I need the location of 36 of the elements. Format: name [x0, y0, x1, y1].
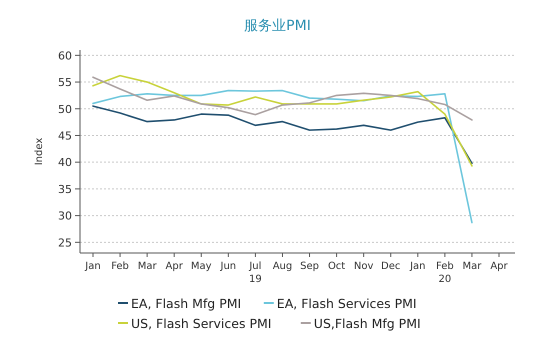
x-tick-label: Sep — [300, 261, 319, 272]
x-tick-label: Mar — [138, 261, 158, 272]
y-axis-title: Index — [34, 138, 45, 166]
y-tick-label: 25 — [58, 236, 72, 250]
x-tick-label: Jan — [409, 261, 426, 272]
x-tick-label: Feb — [111, 261, 129, 272]
y-tick-label: 45 — [58, 129, 72, 142]
x-tick-label: Jun — [220, 261, 236, 272]
legend-label: EA, Flash Mfg PMI — [131, 296, 242, 311]
text: 20 — [438, 274, 452, 285]
line-series — [92, 90, 473, 224]
x-tick-label: Jan — [84, 261, 101, 272]
line-series — [92, 76, 473, 121]
x-tick-label: Mar — [462, 261, 482, 272]
legend-label: EA, Flash Services PMI — [276, 296, 417, 311]
x-tick-label: May — [190, 261, 212, 272]
y-tick-label: 35 — [58, 182, 72, 196]
x-tick-label: Apr — [166, 261, 184, 272]
legend-label: US, Flash Services PMI — [131, 316, 272, 331]
line-series — [92, 74, 473, 167]
chart-title: 服务业PMI — [244, 18, 311, 34]
x-tick-label: Oct — [328, 261, 346, 272]
y-tick-label: 55 — [58, 76, 72, 90]
x-tick-label: Feb — [436, 261, 454, 272]
text: 19 — [249, 274, 262, 285]
x-tick-label: Apr — [490, 261, 509, 272]
legend-label: US,Flash Mfg PMI — [314, 316, 421, 331]
x-tick-label: Nov — [354, 261, 374, 272]
x-tick-label: Jul — [248, 261, 262, 272]
y-tick-label: 30 — [58, 210, 72, 223]
y-tick-label: 50 — [58, 102, 72, 116]
y-tick-label: 40 — [58, 156, 72, 170]
y-tick-label: 60 — [58, 49, 72, 62]
x-tick-label: Dec — [381, 261, 400, 272]
x-tick-label: Aug — [272, 261, 292, 272]
line-series — [92, 105, 473, 164]
